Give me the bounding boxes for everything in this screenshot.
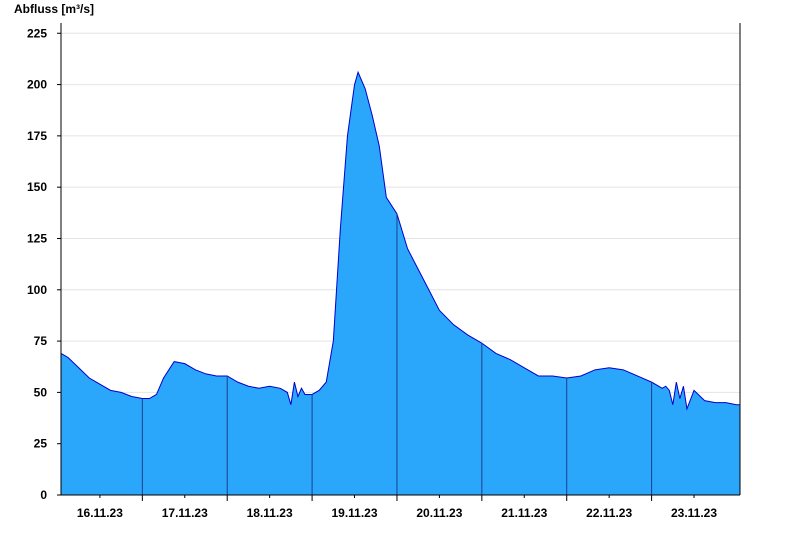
y-tick-label: 225 — [27, 26, 47, 40]
axes — [60, 23, 741, 496]
y-ticks: 0 25 50 75 100 125 150 175 200 225 — [27, 26, 61, 502]
x-tick-label: 21.11.23 — [501, 506, 547, 520]
y-tick-label: 175 — [27, 129, 47, 143]
x-tick-label: 18.11.23 — [247, 506, 293, 520]
x-tick-label: 17.11.23 — [162, 506, 208, 520]
y-tick-label: 75 — [34, 334, 48, 348]
y-axis-label: Abfluss [m³/s] — [14, 2, 94, 16]
x-ticks: 16.11.23 17.11.23 18.11.23 19.11.23 20.11.23… — [77, 495, 717, 520]
day-dividers — [141, 213, 653, 495]
y-tick-label: 150 — [27, 180, 47, 194]
x-tick-label: 23.11.23 — [671, 506, 717, 520]
discharge-area — [60, 70, 740, 495]
x-tick-label: 19.11.23 — [331, 506, 377, 520]
x-tick-label: 20.11.23 — [416, 506, 462, 520]
y-tick-label: 0 — [40, 488, 47, 502]
y-tick-label: 125 — [27, 231, 47, 245]
discharge-line — [60, 70, 740, 411]
y-tick-label: 25 — [34, 437, 48, 451]
x-tick-label: 16.11.23 — [77, 506, 123, 520]
y-tick-label: 50 — [34, 385, 48, 399]
discharge-area-fill — [61, 72, 740, 495]
y-tick-label: 200 — [27, 78, 47, 92]
x-tick-label: 22.11.23 — [586, 506, 632, 520]
y-tick-label: 100 — [27, 283, 47, 297]
